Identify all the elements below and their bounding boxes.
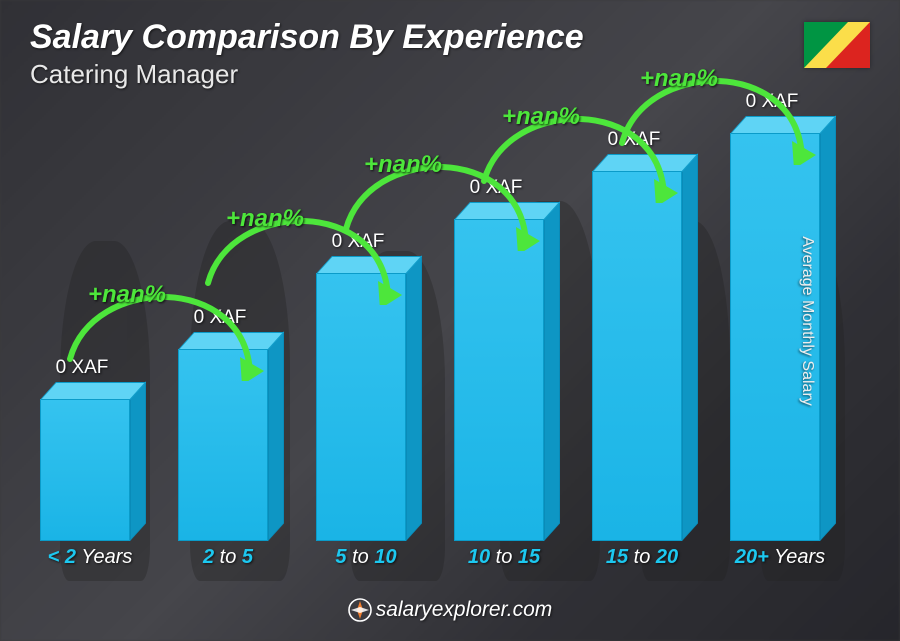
bar-x-label: 10 to 15 [434, 546, 574, 569]
bar-top [40, 382, 146, 400]
bar [316, 273, 406, 541]
footer-brand: salaryexplorer.com [376, 598, 553, 622]
bar-x-label: 5 to 10 [296, 546, 436, 569]
chart-subtitle: Catering Manager [30, 59, 584, 90]
bar [454, 219, 544, 541]
chart-area: 0 XAF< 2 Years0 XAF2 to 50 XAF5 to 100 X… [30, 120, 850, 569]
delta-label: +nan% [502, 103, 580, 131]
bar-side [682, 153, 698, 541]
y-axis-label: Average Monthly Salary [798, 236, 816, 406]
delta-label: +nan% [88, 281, 166, 309]
delta-label: +nan% [226, 205, 304, 233]
bar-x-label: 15 to 20 [572, 546, 712, 569]
bar [592, 171, 682, 541]
compass-icon [348, 598, 372, 622]
bar-x-label: 20+ Years [710, 546, 850, 569]
bar-front [40, 399, 130, 541]
chart-title: Salary Comparison By Experience [30, 18, 584, 57]
bar-front [454, 219, 544, 541]
delta-label: +nan% [364, 151, 442, 179]
country-flag-icon [804, 22, 870, 68]
chart-header: Salary Comparison By Experience Catering… [30, 18, 584, 90]
delta-label: +nan% [640, 65, 718, 93]
bar-side [130, 381, 146, 541]
bar [40, 399, 130, 541]
bar-front [316, 273, 406, 541]
bar-x-label: < 2 Years [20, 546, 160, 569]
bar-side [820, 115, 836, 541]
bar-front [592, 171, 682, 541]
bar-x-label: 2 to 5 [158, 546, 298, 569]
bar-side [544, 201, 560, 541]
footer: salaryexplorer.com [0, 598, 900, 627]
